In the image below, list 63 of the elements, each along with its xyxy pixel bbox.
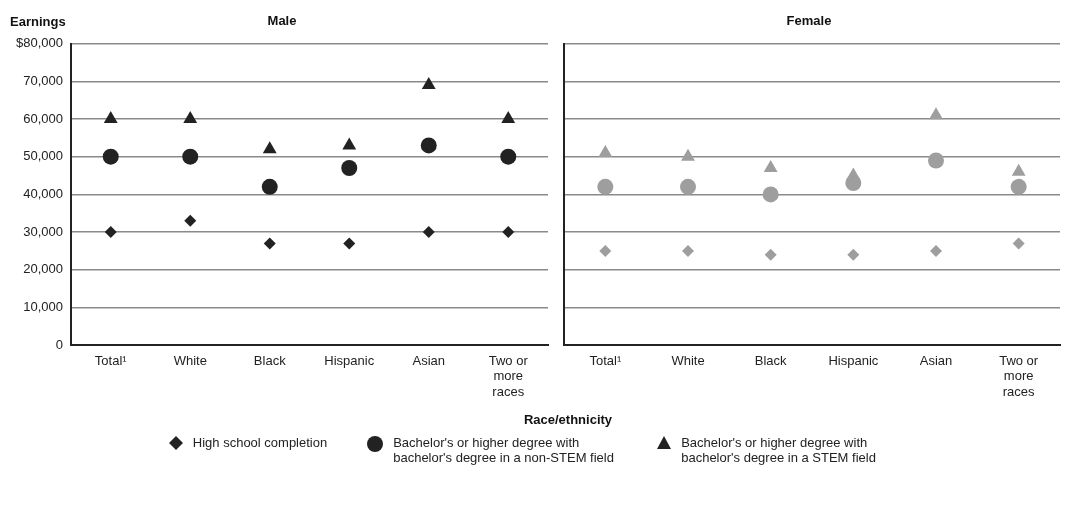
point bbox=[343, 237, 356, 250]
point bbox=[102, 148, 119, 165]
point bbox=[104, 226, 117, 239]
point bbox=[762, 186, 779, 203]
point bbox=[420, 137, 437, 154]
point bbox=[1010, 178, 1027, 195]
y-tick-label: $80,000 bbox=[15, 35, 63, 51]
point bbox=[184, 214, 197, 227]
point bbox=[599, 244, 612, 257]
point bbox=[262, 141, 277, 154]
x-tick-label: Hispanic bbox=[828, 352, 879, 368]
point bbox=[680, 178, 696, 195]
x-tick-label: Black bbox=[754, 352, 788, 368]
y-tick-label: 10,000 bbox=[23, 299, 63, 315]
point bbox=[681, 148, 695, 161]
point bbox=[1012, 237, 1025, 250]
point bbox=[421, 77, 436, 90]
chart-title: Male bbox=[267, 13, 297, 29]
x-tick-label: White bbox=[671, 352, 705, 368]
point bbox=[845, 175, 862, 192]
point bbox=[597, 178, 614, 195]
point bbox=[342, 137, 357, 150]
point bbox=[500, 148, 517, 165]
point bbox=[928, 152, 944, 169]
x-tick-label: Total¹ bbox=[589, 352, 622, 368]
point bbox=[682, 244, 694, 257]
y-tick-label: 20,000 bbox=[23, 261, 63, 277]
point bbox=[764, 248, 777, 261]
point bbox=[103, 111, 118, 123]
point bbox=[930, 244, 942, 257]
legend-label: Bachelor's or higher degree with bachelor's degree in a STEM field bbox=[681, 435, 877, 465]
x-tick-label: White bbox=[173, 352, 207, 368]
point bbox=[182, 148, 199, 165]
point bbox=[263, 237, 276, 250]
point bbox=[502, 226, 515, 239]
y-tick-label: 60,000 bbox=[23, 110, 63, 126]
point bbox=[847, 248, 860, 261]
point bbox=[261, 178, 278, 195]
point bbox=[598, 144, 613, 157]
x-axis-title: Race/ethnicity bbox=[522, 412, 614, 427]
x-tick-label: Two or more races bbox=[999, 352, 1039, 399]
point bbox=[929, 107, 943, 120]
legend-label: High school completion bbox=[192, 435, 328, 450]
y-tick-label: 50,000 bbox=[23, 148, 63, 164]
x-tick-label: Asian bbox=[412, 352, 446, 368]
point bbox=[183, 111, 198, 123]
point bbox=[422, 226, 435, 239]
x-tick-label: Total¹ bbox=[94, 352, 128, 368]
y-tick-label: 30,000 bbox=[23, 223, 63, 239]
x-tick-label: Two or more races bbox=[488, 352, 529, 399]
y-tick-label: 40,000 bbox=[23, 185, 63, 201]
x-tick-label: Asian bbox=[919, 352, 953, 368]
chart-title: Female bbox=[786, 13, 832, 29]
x-tick-label: Black bbox=[253, 352, 287, 368]
point bbox=[763, 160, 778, 173]
point bbox=[501, 111, 516, 123]
x-tick-label: Hispanic bbox=[324, 352, 375, 368]
y-tick-label: 0 bbox=[55, 336, 63, 352]
point bbox=[1011, 163, 1026, 176]
y-axis-title: Earnings bbox=[10, 13, 66, 29]
point bbox=[341, 160, 358, 177]
y-tick-label: 70,000 bbox=[23, 72, 63, 88]
legend-label: Bachelor's or higher degree with bachelor's degree in a non-STEM field bbox=[393, 435, 615, 465]
